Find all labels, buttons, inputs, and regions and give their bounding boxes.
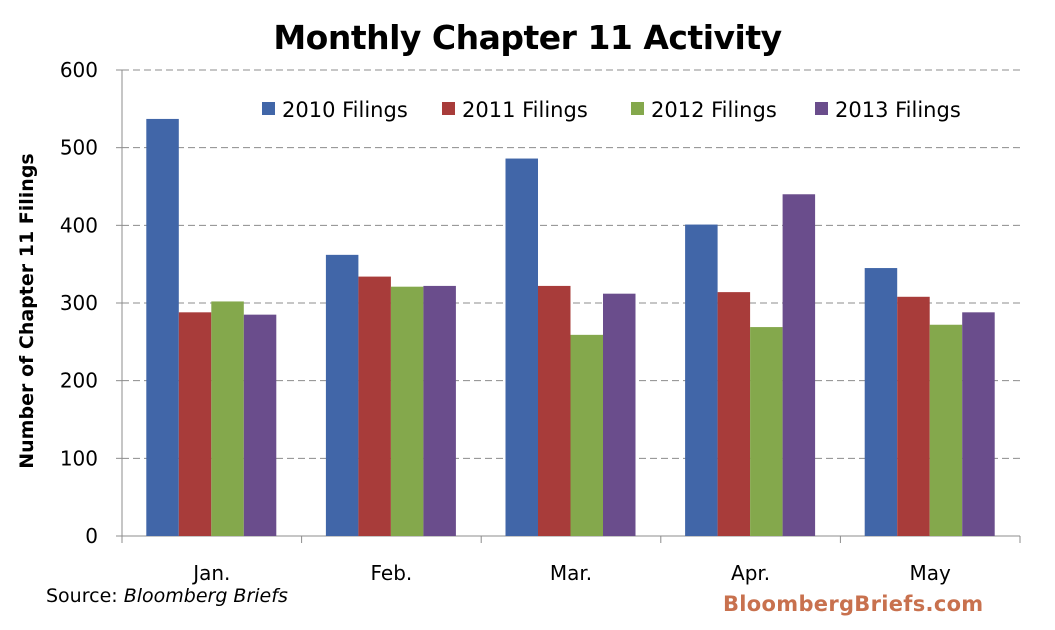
bar: [570, 334, 603, 536]
bar: [603, 293, 636, 536]
y-tick-label: 600: [60, 58, 98, 82]
y-tick-label: 200: [60, 369, 98, 393]
source-note: Source: Bloomberg Briefs: [46, 585, 288, 607]
bar: [325, 254, 359, 536]
bar: [178, 312, 212, 536]
y-tick-label: 400: [60, 213, 98, 237]
x-tick-label: Apr.: [731, 561, 770, 585]
legend-swatch: [631, 102, 644, 115]
bar: [358, 276, 391, 536]
chart-title: Monthly Chapter 11 Activity: [273, 18, 782, 57]
bar: [929, 324, 963, 536]
legend: 2010 Filings 2011 Filings 2012 Filings 2013…: [262, 98, 961, 122]
bar: [864, 268, 898, 536]
legend-swatch: [442, 102, 455, 115]
x-tick-label: May: [910, 561, 952, 585]
bar: [717, 292, 751, 536]
y-axis-title: Number of Chapter 11 Filings: [16, 153, 38, 469]
legend-swatch: [815, 102, 828, 115]
legend-swatch: [262, 102, 275, 115]
y-tick-label: 500: [60, 136, 98, 160]
legend-label: 2013 Filings: [835, 98, 961, 122]
bars: [146, 118, 995, 537]
bar: [146, 118, 179, 537]
bar: [390, 286, 424, 536]
legend-label: 2010 Filings: [282, 98, 408, 122]
source-name: Bloomberg Briefs: [123, 585, 288, 607]
x-tick-label: Jan.: [191, 561, 230, 585]
legend-label: 2011 Filings: [462, 98, 588, 122]
y-tick-label: 0: [85, 524, 98, 548]
axis-labels: 0 100 200 300 400 500 600 Jan. Feb. Mar. Apr. May: [60, 58, 951, 585]
x-tick-label: Mar.: [550, 561, 592, 585]
bar: [897, 296, 930, 536]
bar: [782, 194, 816, 536]
bar: [538, 285, 571, 536]
bar: [962, 312, 995, 536]
bar: [423, 285, 456, 536]
watermark: BloombergBriefs.com: [723, 592, 984, 616]
legend-label: 2012 Filings: [651, 98, 777, 122]
bar: [750, 327, 783, 536]
x-tick-label: Feb.: [371, 561, 413, 585]
source-label: Source:: [46, 585, 124, 607]
bar: [211, 301, 244, 536]
y-tick-label: 100: [60, 446, 98, 470]
y-tick-label: 300: [60, 291, 98, 315]
bar: [243, 314, 277, 536]
bar: [505, 158, 538, 537]
bar: [685, 224, 718, 536]
